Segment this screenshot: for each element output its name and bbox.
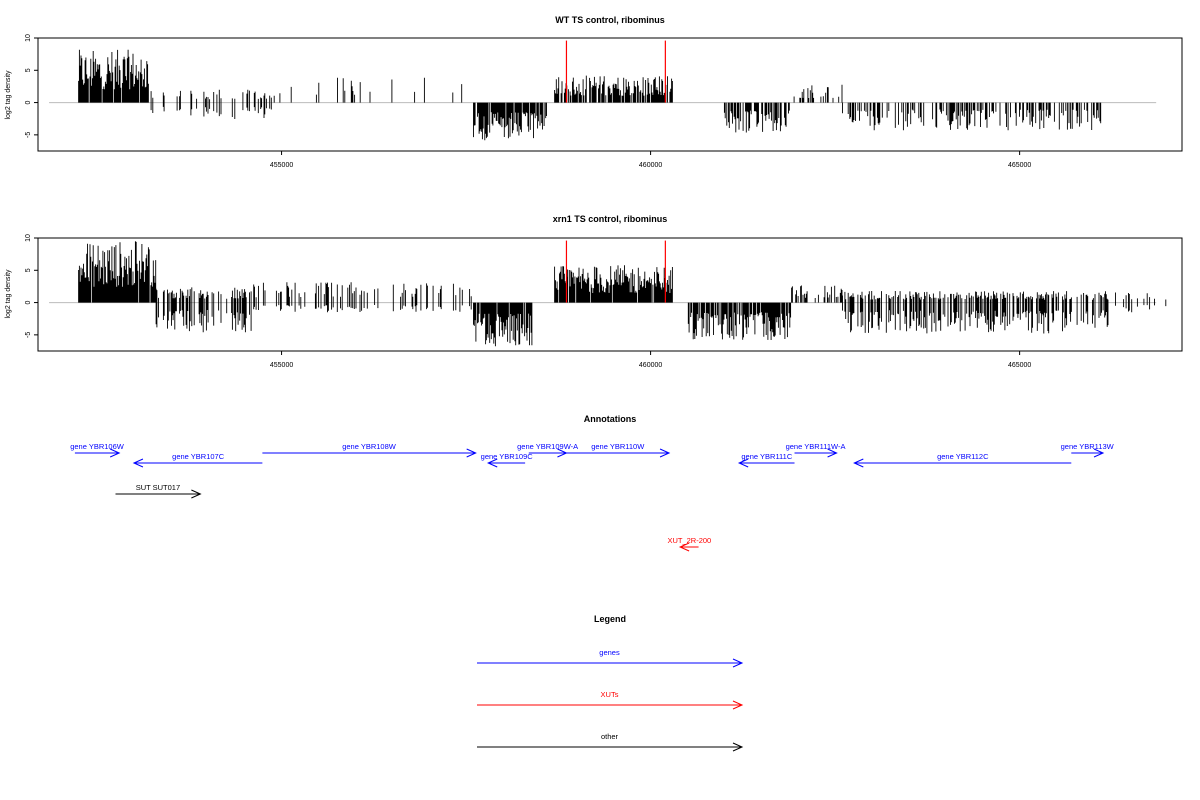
legend-label: XUTs bbox=[601, 690, 619, 699]
y-tick-label: -5 bbox=[25, 332, 32, 338]
feature-arrowhead bbox=[557, 448, 568, 458]
x-tick-label: 455000 bbox=[270, 162, 293, 169]
feature-label: XUT_2R-200 bbox=[667, 536, 711, 545]
features: gene YBR106W gene YBR107C gene YBR108W gene… bbox=[70, 442, 1115, 552]
feature: gene YBR109C bbox=[481, 452, 534, 468]
axes: -5 0 5 10 455000 460000 465000 bbox=[25, 34, 1183, 169]
plot-frame bbox=[37, 37, 1183, 152]
feature-arrowhead bbox=[659, 448, 671, 458]
feature-label: gene YBR106W bbox=[70, 442, 125, 451]
feature: gene YBR106W bbox=[70, 442, 125, 458]
feature: gene YBR109W-A bbox=[517, 442, 578, 458]
feature: gene YBR113W bbox=[1061, 442, 1115, 458]
feature-arrowhead bbox=[132, 458, 144, 468]
y-tick-label: -5 bbox=[25, 132, 32, 138]
feature-arrowhead bbox=[191, 489, 202, 499]
feature-arrowhead bbox=[109, 448, 121, 458]
coverage-bar bbox=[78, 49, 1102, 141]
y-tick-label: 0 bbox=[25, 301, 32, 305]
feature-label: SUT SUT017 bbox=[136, 483, 180, 492]
feature: XUT_2R-200 bbox=[667, 536, 711, 552]
axes: -5 0 5 10 455000 460000 465000 bbox=[25, 234, 1183, 369]
feature: gene YBR111C bbox=[737, 452, 795, 468]
feature: gene YBR107C bbox=[132, 452, 263, 468]
feature-label: gene YBR109W-A bbox=[517, 442, 578, 451]
y-axis-label: log2 tag density bbox=[5, 269, 12, 319]
x-tick-label: 460000 bbox=[639, 362, 662, 369]
feature-label: gene YBR111W-A bbox=[786, 442, 846, 451]
feature: gene YBR112C bbox=[853, 452, 1072, 468]
panel-title: xrn1 TS control, ribominus bbox=[553, 214, 668, 224]
feature-arrowhead bbox=[853, 458, 864, 468]
feature: gene YBR108W bbox=[262, 442, 477, 458]
coverage-bar bbox=[78, 241, 1167, 347]
feature-label: gene YBR107C bbox=[172, 452, 225, 461]
plot-frame bbox=[37, 237, 1183, 352]
feature-arrowhead bbox=[678, 542, 690, 552]
y-tick-label: 5 bbox=[25, 268, 32, 272]
legend-title: Legend bbox=[594, 614, 626, 624]
feature-label: gene YBR111C bbox=[741, 452, 792, 461]
wt-coverage-panel: WT TS control, ribominus log2 tag densit… bbox=[5, 15, 1183, 169]
feature-arrowhead bbox=[1093, 448, 1105, 458]
xrn1-coverage-panel: xrn1 TS control, ribominus log2 tag dens… bbox=[5, 214, 1183, 369]
y-axis-label: log2 tag density bbox=[5, 70, 12, 120]
legend-arrowhead bbox=[732, 700, 744, 710]
coverage-bars bbox=[49, 40, 1157, 141]
feature: gene YBR110W bbox=[566, 442, 671, 458]
legend: Legend genes XUTs other bbox=[477, 614, 744, 752]
annotations-title: Annotations bbox=[584, 414, 637, 424]
feature: gene YBR111W-A bbox=[786, 442, 846, 458]
legend-entry: XUTs bbox=[477, 690, 744, 710]
y-tick-label: 10 bbox=[25, 34, 32, 42]
y-tick-label: 5 bbox=[25, 68, 32, 72]
panel-title: WT TS control, ribominus bbox=[555, 15, 665, 25]
feature-arrowhead bbox=[737, 458, 749, 468]
legend-arrowhead bbox=[732, 658, 744, 668]
feature: SUT SUT017 bbox=[115, 483, 202, 499]
feature-label: gene YBR112C bbox=[937, 452, 989, 461]
feature-label: gene YBR108W bbox=[342, 442, 397, 451]
coverage-bars bbox=[49, 240, 1167, 347]
legend-label: genes bbox=[599, 648, 620, 657]
feature-label: gene YBR110W bbox=[591, 442, 645, 451]
legend-label: other bbox=[601, 732, 619, 741]
feature-label: gene YBR113W bbox=[1061, 442, 1115, 451]
legend-entry: genes bbox=[477, 648, 744, 668]
feature-arrowhead bbox=[486, 458, 498, 468]
feature-label: gene YBR109C bbox=[481, 452, 534, 461]
feature-arrowhead bbox=[466, 448, 477, 458]
legend-entries: genes XUTs other bbox=[477, 648, 744, 752]
x-tick-label: 460000 bbox=[639, 162, 662, 169]
x-tick-label: 465000 bbox=[1008, 162, 1031, 169]
y-tick-label: 0 bbox=[25, 101, 32, 105]
x-tick-label: 455000 bbox=[270, 362, 293, 369]
x-tick-label: 465000 bbox=[1008, 362, 1031, 369]
feature-arrowhead bbox=[827, 448, 838, 458]
legend-entry: other bbox=[477, 732, 744, 752]
y-tick-label: 10 bbox=[25, 234, 32, 242]
legend-arrowhead bbox=[732, 742, 744, 752]
